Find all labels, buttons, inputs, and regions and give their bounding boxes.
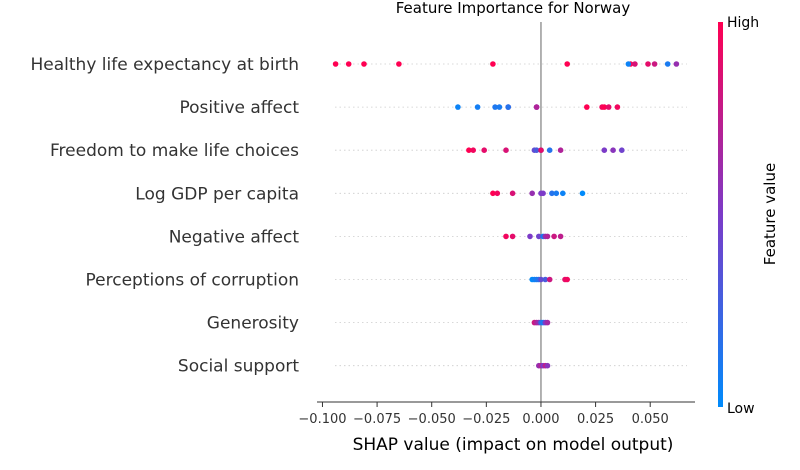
shap-point [673, 61, 680, 67]
shap-point [396, 61, 402, 67]
shap-point [536, 233, 542, 240]
shap-point [490, 190, 496, 197]
shap-point [466, 147, 472, 153]
x-ticks: −0.100 −0.075 −0.050 −0.025 0.000 0.025 0.050 [298, 402, 669, 427]
shap-point [470, 147, 477, 153]
shap-point [619, 147, 625, 153]
shap-point [557, 147, 564, 153]
shap-point [553, 190, 560, 197]
x-tick-label: −0.100 [298, 412, 346, 427]
colorbar-high-label: High [727, 15, 759, 31]
shap-point [544, 233, 551, 240]
shap-point [527, 233, 533, 240]
feature-rows: Healthy life expectancy at birth Positive… [31, 55, 687, 377]
shap-point [610, 147, 616, 153]
shap-point [503, 233, 509, 240]
shap-point [538, 276, 544, 283]
chart-title: Feature Importance for Norway [396, 0, 631, 17]
feature-label: Healthy life expectancy at birth [31, 55, 300, 75]
x-tick-label: 0.050 [632, 412, 669, 427]
feature-label: Positive affect [179, 98, 299, 118]
shap-point [455, 104, 461, 110]
shap-point [538, 147, 544, 153]
shap-point [503, 147, 509, 153]
shap-point [614, 104, 621, 110]
shap-point [505, 104, 512, 110]
shap-point [625, 61, 632, 67]
feature-label: Perceptions of corruption [86, 271, 300, 291]
shap-point [490, 61, 496, 67]
shap-point [651, 61, 658, 67]
feature-label: Negative affect [169, 227, 300, 247]
shap-point [494, 190, 501, 197]
shap-point [584, 104, 590, 110]
shap-point [361, 61, 367, 67]
colorbar [718, 22, 723, 407]
shap-point [601, 104, 608, 110]
points-layer [332, 61, 680, 369]
shap-point [509, 190, 516, 197]
shap-point [533, 104, 540, 110]
shap-point [560, 190, 566, 197]
shap-point [549, 190, 555, 197]
shap-point [509, 233, 516, 240]
feature-label: Freedom to make life choices [50, 141, 299, 161]
feature-label: Generosity [207, 314, 299, 334]
shap-point [533, 147, 540, 153]
shap-point [481, 147, 488, 153]
shap-point [605, 104, 612, 110]
shap-point [601, 147, 608, 153]
shap-point [632, 61, 638, 67]
shap-point [546, 147, 553, 153]
shap-point [544, 319, 551, 326]
feature-label: Social support [178, 357, 299, 377]
shap-point [557, 233, 564, 240]
shap-point [474, 104, 481, 110]
shap-point [664, 61, 671, 67]
shap-point [540, 190, 546, 197]
shap-point [551, 233, 557, 240]
shap-point [542, 276, 549, 283]
colorbar-title: Feature value [761, 163, 779, 265]
shap-point [529, 190, 535, 197]
shap-point [579, 190, 586, 197]
shap-point [564, 61, 570, 67]
shap-point [544, 362, 551, 369]
shap-point [496, 104, 503, 110]
shap-point [645, 61, 651, 67]
x-tick-label: 0.025 [577, 412, 614, 427]
shap-point [345, 61, 352, 67]
shap-point [332, 61, 339, 67]
feature-label: Log GDP per capita [135, 184, 299, 204]
shap-point [564, 276, 570, 283]
x-tick-label: −0.075 [353, 412, 401, 427]
shap-point [492, 104, 498, 110]
colorbar-low-label: Low [727, 401, 755, 417]
x-tick-label: −0.025 [462, 412, 510, 427]
x-tick-label: −0.050 [408, 412, 456, 427]
x-axis-label: SHAP value (impact on model output) [353, 435, 674, 455]
x-tick-label: 0.000 [522, 412, 559, 427]
shap-point [546, 276, 553, 283]
